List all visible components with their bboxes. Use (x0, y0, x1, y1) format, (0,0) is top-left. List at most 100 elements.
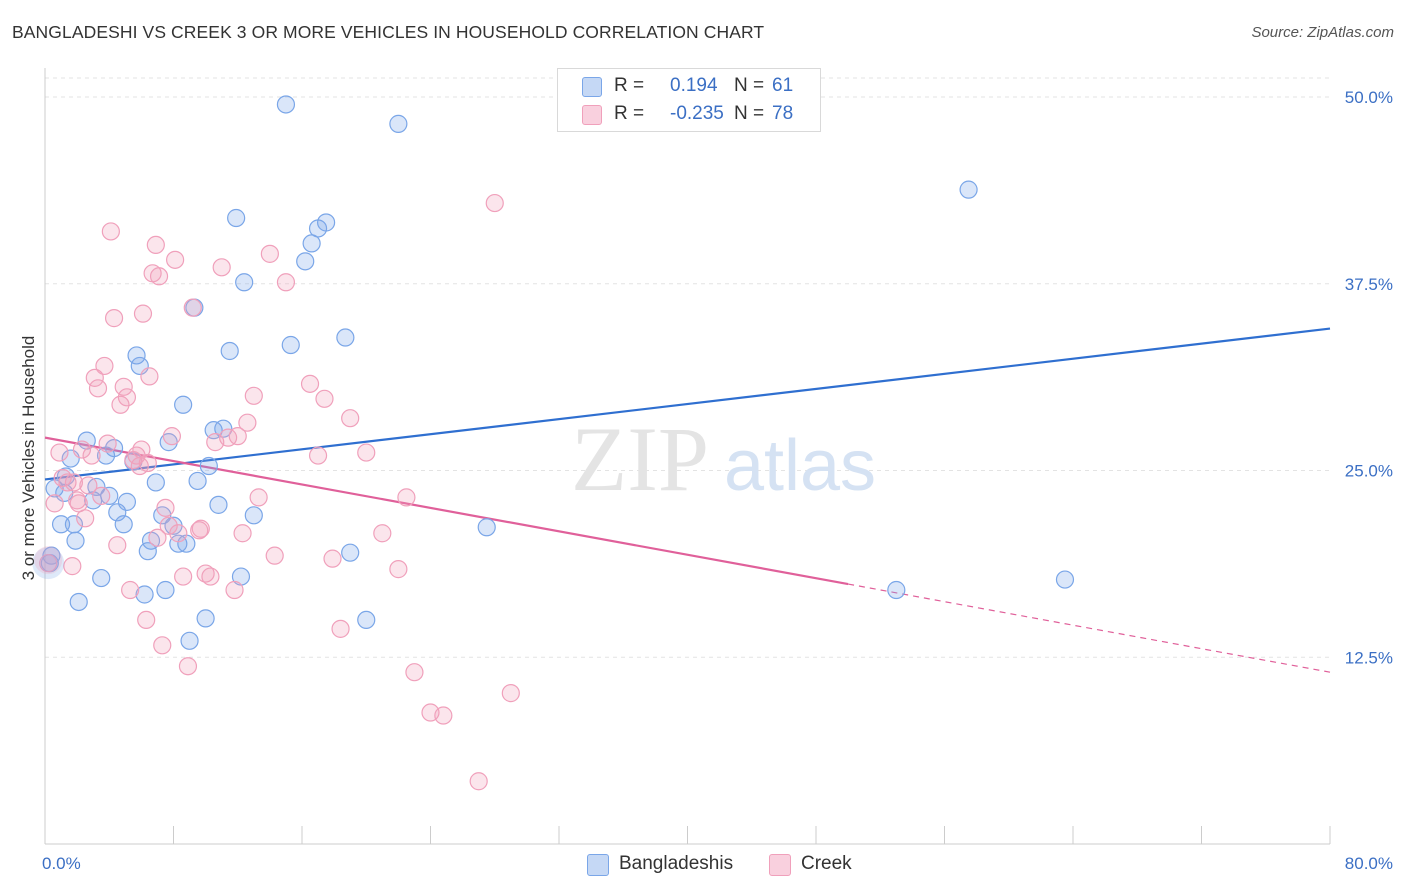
creek-point (146, 235, 165, 255)
bangladeshi-point (389, 114, 408, 133)
bangladeshi-point (296, 252, 315, 271)
bangladeshi-point (66, 531, 85, 550)
creek-point (63, 557, 82, 576)
legend-n-label: N = (734, 75, 765, 96)
creek-point (219, 428, 238, 447)
creek-point (50, 443, 69, 462)
creek-point (373, 524, 392, 543)
creek-point (137, 610, 156, 630)
y-tick-label: 50.0% (1345, 88, 1393, 107)
creek-point (121, 580, 140, 600)
bottom-legend-swatch-bangladeshis (587, 854, 609, 876)
creek-point (323, 549, 342, 568)
bangladeshi-point (92, 568, 111, 588)
legend: R = 0.194 N = 61 R = -0.235 N = 78 (557, 68, 821, 132)
bangladeshi-point (477, 518, 496, 537)
y-tick-label: 37.5% (1345, 275, 1393, 294)
creek-point (300, 374, 320, 393)
source-label: Source: ZipAtlas.com (1251, 24, 1394, 41)
creek-point (92, 486, 111, 505)
bangladeshi-point (196, 609, 215, 628)
bottom-legend-swatch-creek (769, 854, 791, 876)
creek-point (82, 446, 101, 465)
watermark-atlas: atlas (724, 426, 876, 506)
creek-point (485, 193, 504, 213)
bangladeshi-point (1055, 570, 1075, 589)
creek-point (85, 368, 104, 387)
data-points (32, 95, 1075, 791)
legend-n-value: 61 (772, 75, 794, 96)
axes (44, 68, 1331, 845)
bangladeshi-point (135, 585, 154, 604)
creek-point (244, 386, 263, 405)
creek-point (140, 367, 159, 386)
creek-point (153, 636, 172, 655)
creek-point (162, 427, 181, 446)
bottom-legend-label-creek: Creek (801, 853, 852, 874)
creek-point (104, 309, 124, 328)
x-tick-labels: 0.0% 80.0% (42, 854, 1393, 873)
creek-point (434, 706, 453, 725)
creek-point (238, 413, 257, 432)
creek-point (108, 536, 127, 555)
bangladeshi-point (357, 610, 376, 630)
creek-point (169, 524, 188, 543)
bottom-legend-label-bangladeshis: Bangladeshis (619, 853, 734, 874)
creek-point (315, 389, 334, 408)
bangladeshi-point (209, 495, 228, 514)
bangladeshi-trend-line (44, 327, 1331, 481)
creek-point (397, 488, 416, 507)
y-axis-label: 3 or more Vehicles in Household (19, 336, 38, 581)
creek-point (114, 377, 133, 396)
bangladeshi-point-large (32, 547, 65, 580)
bangladeshi-point (138, 542, 157, 561)
creek-point (148, 528, 167, 547)
watermark: ZIP atlas (571, 408, 876, 510)
legend-r-label: R = (614, 75, 645, 96)
bangladeshi-point (180, 631, 199, 650)
creek-point (174, 567, 193, 586)
creek-point (95, 356, 114, 376)
creek-point (138, 453, 157, 473)
bangladeshi-point (117, 492, 137, 511)
legend-r-value: 0.194 (670, 75, 718, 96)
bottom-legend-creek: Creek (769, 852, 889, 876)
creek-point (357, 443, 376, 462)
y-tick-label: 12.5% (1345, 648, 1393, 667)
creek-point (111, 395, 130, 414)
legend-n-label: N = (734, 103, 765, 124)
creek-point (58, 473, 77, 492)
bangladeshi-point (188, 471, 207, 491)
creek-point (276, 273, 296, 292)
creek-point (117, 388, 137, 407)
creek-point (72, 440, 92, 459)
creek-point (249, 488, 268, 507)
bangladeshi-point (887, 580, 906, 600)
creek-point (76, 509, 95, 528)
legend-n-value: 78 (772, 103, 794, 124)
creek-point-large (34, 546, 63, 575)
bangladeshi-point (127, 346, 146, 365)
bangladeshi-point (114, 515, 133, 534)
bangladeshi-point (174, 395, 193, 414)
watermark-zip: ZIP (571, 408, 709, 510)
creek-point (389, 560, 408, 579)
bangladeshi-point (276, 95, 296, 114)
bangladeshi-point (214, 419, 233, 438)
creek-point (45, 494, 64, 513)
creek-point (469, 772, 488, 791)
creek-point (228, 427, 247, 446)
legend-r-label: R = (614, 103, 645, 124)
creek-point (39, 554, 58, 573)
creek-point (149, 267, 169, 286)
creek-point (265, 546, 284, 565)
bangladeshi-point (220, 341, 239, 361)
chart-title: BANGLADESHI VS CREEK 3 OR MORE VEHICLES … (12, 22, 765, 42)
creek-point (341, 409, 360, 428)
creek-point (88, 379, 108, 398)
x-tick-label: 80.0% (1345, 854, 1393, 873)
creek-point (98, 434, 117, 453)
creek-point (233, 524, 252, 543)
x-tick-label: 0.0% (42, 854, 81, 873)
